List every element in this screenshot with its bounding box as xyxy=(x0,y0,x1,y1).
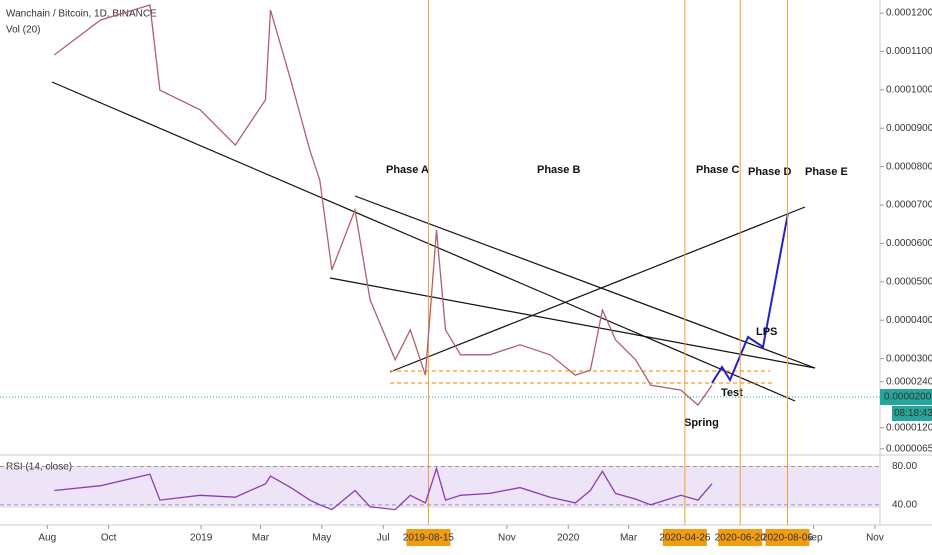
x-tick-label: Mar xyxy=(620,533,638,544)
date-badge-label: 2020-08-06 xyxy=(762,533,814,544)
chart-title: Wanchain / Bitcoin, 1D, BINANCE xyxy=(6,9,157,20)
x-tick-label: Aug xyxy=(38,533,56,544)
drawings xyxy=(51,81,816,402)
trend-line xyxy=(329,277,816,369)
annotation: LPS xyxy=(756,326,777,338)
x-tick-label: Mar xyxy=(252,533,270,544)
annotation: Phase C xyxy=(696,164,739,176)
x-tick-label: Jul xyxy=(377,533,390,544)
x-tick-label: Sep xyxy=(805,533,823,544)
x-tick-label: Nov xyxy=(866,533,884,544)
date-badge xyxy=(662,529,707,546)
x-tick-label: Oct xyxy=(101,533,117,544)
annotation: Phase D xyxy=(748,166,791,178)
annotation: Phase E xyxy=(805,166,848,178)
annotation: Phase A xyxy=(386,164,429,176)
last-price-badge xyxy=(880,388,932,405)
x-tick-label: 2020 xyxy=(557,533,580,544)
annotation: Test xyxy=(721,387,743,399)
rsi-label: RSI (14, close) xyxy=(6,462,72,473)
y-tick-label: 40.00 xyxy=(892,499,917,510)
date-badge xyxy=(406,529,451,546)
series-line xyxy=(53,4,713,407)
countdown-badge xyxy=(892,405,932,421)
y-tick-label: 80.00 xyxy=(892,461,917,472)
date-badge-label: 2019-08-15 xyxy=(403,533,455,544)
projection xyxy=(711,212,789,384)
trend-line xyxy=(389,206,806,373)
date-badge-label: 2020-04-26 xyxy=(659,533,711,544)
trend-line xyxy=(354,195,816,369)
trend-line xyxy=(51,81,796,402)
series-line xyxy=(54,466,713,511)
rsi-band xyxy=(0,466,880,508)
y-tick-label: 0.00000650 xyxy=(886,443,932,454)
annotation: Spring xyxy=(684,417,719,429)
date-badge xyxy=(765,529,810,546)
annotation: Phase B xyxy=(537,164,580,176)
countdown-label: 08:18:43 xyxy=(894,408,932,419)
date-badge xyxy=(718,529,763,546)
x-tick-label: Nov xyxy=(498,533,516,544)
x-tick-label: 2019 xyxy=(190,533,213,544)
x-tick-label: May xyxy=(312,533,331,544)
volume-label: Vol (20) xyxy=(6,25,40,36)
last-price-label: 0.00002001 xyxy=(884,392,932,403)
date-badge-label: 2020-06-20 xyxy=(715,533,767,544)
